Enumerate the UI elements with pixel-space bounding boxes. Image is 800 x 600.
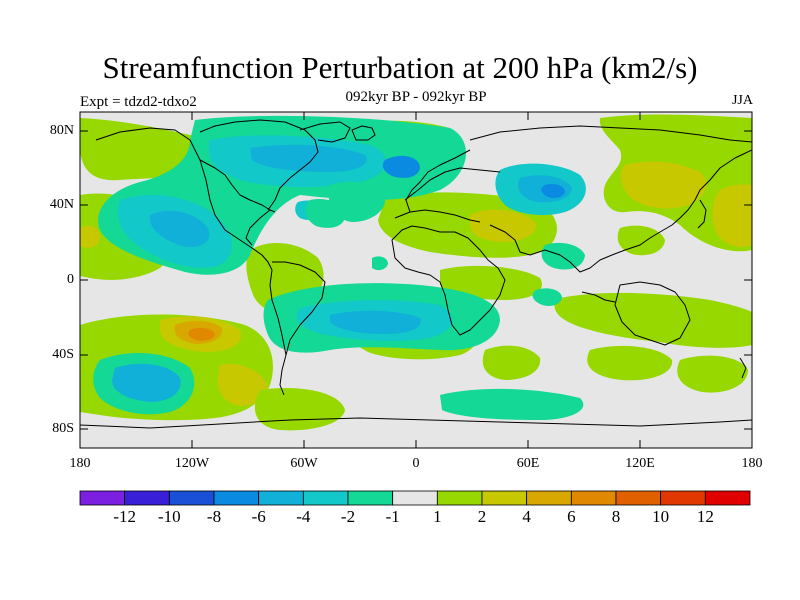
colorbar-label: 6 (567, 507, 576, 526)
colorbar-label: 8 (611, 507, 621, 526)
colorbar-swatch (392, 490, 438, 506)
season-label: JJA (731, 93, 753, 108)
colorbar-swatch (302, 490, 349, 506)
negative-anomaly-fields (93, 115, 586, 420)
colorbar-label: -10 (157, 507, 181, 526)
colorbar-label: 4 (522, 507, 531, 526)
colorbar-swatch (258, 490, 304, 506)
lat-label-80n: 80N (49, 123, 74, 138)
lat-label-80s: 80S (52, 421, 74, 436)
colorbar-label: -8 (206, 507, 222, 526)
lon-label-180e: 180 (741, 456, 763, 471)
colorbar-label: -12 (113, 507, 136, 526)
lon-label-60w: 60W (290, 456, 318, 471)
lon-label-120e: 120E (625, 456, 655, 471)
colorbar-swatch (704, 490, 751, 506)
axis-ticks (80, 112, 752, 448)
lon-label-180w: 180 (69, 456, 91, 471)
colorbar-swatch (615, 490, 662, 506)
map-plot-area (80, 112, 752, 448)
colorbar-label: 10 (652, 507, 670, 526)
colorbar-label: 12 (696, 507, 714, 526)
colorbar-label: 2 (477, 507, 487, 526)
colorbar-label: -2 (340, 507, 356, 526)
colorbar-label: -6 (251, 507, 266, 526)
colorbar-swatch (347, 490, 394, 506)
colorbar-swatch (526, 490, 572, 506)
lat-label-0: 0 (67, 272, 74, 287)
colorbar-swatch (79, 490, 126, 506)
lon-label-60e: 60E (516, 456, 540, 471)
experiment-label: Expt = tdzd2-tdxo2 (80, 94, 197, 110)
colorbar-swatch (481, 490, 528, 506)
colorbar-label: -1 (385, 507, 400, 526)
lat-label-40n: 40N (49, 197, 74, 212)
chart-title: Streamfunction Perturbation at 200 hPa (… (102, 50, 698, 85)
coastlines (80, 119, 752, 429)
colorbar-swatch (168, 490, 215, 506)
colorbar-swatch (570, 490, 617, 506)
colorbar-swatch (213, 490, 260, 506)
colorbar-swatch (436, 490, 483, 506)
colorbar-label: -4 (296, 507, 311, 526)
period-label: 092kyr BP - 092kyr BP (345, 89, 487, 105)
colorbar-swatch (124, 490, 170, 506)
colorbar-label: 1 (433, 507, 442, 526)
colorbar-swatch (660, 490, 706, 506)
lon-label-0: 0 (412, 456, 420, 471)
colorbar (79, 490, 751, 506)
lat-label-40s: 40S (52, 347, 74, 362)
lon-label-120w: 120W (174, 456, 210, 471)
